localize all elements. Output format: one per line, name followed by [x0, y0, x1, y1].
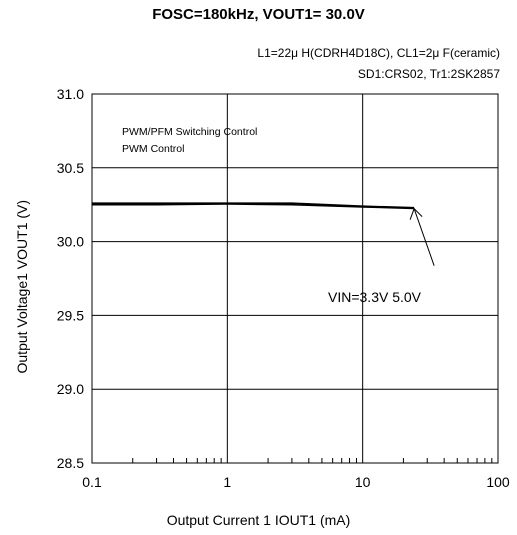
y-tick-label: 29.5: [57, 307, 84, 323]
x-tick-label: 100: [486, 474, 510, 490]
legend-text: PWM/PFM Switching Control: [122, 126, 257, 138]
legend-text: PWM Control: [122, 143, 184, 155]
chart-title: FOSC=180kHz, VOUT1= 30.0V: [152, 6, 365, 23]
y-tick-label: 28.5: [57, 455, 84, 471]
x-tick-label: 10: [355, 474, 371, 490]
y-tick-label: 30.5: [57, 160, 84, 176]
annotation-label: VIN=3.3V 5.0V: [328, 289, 422, 305]
y-axis-label: Output Voltage1 VOUT1 (V): [14, 199, 30, 374]
x-axis-label: Output Current 1 IOUT1 (mA): [166, 512, 351, 528]
x-tick-label: 1: [223, 474, 231, 490]
test-condition-2: SD1:CRS02, Tr1:2SK2857: [357, 67, 500, 81]
y-tick-label: 30.0: [57, 234, 84, 250]
annotation-arrowhead: [409, 207, 423, 220]
y-tick-label: 29.0: [57, 381, 84, 397]
test-condition-1: L1=22μ H(CDRH4D18C), CL1=2μ F(ceramic): [257, 46, 500, 60]
x-tick-label: 0.1: [82, 474, 102, 490]
annotation-arrow: [413, 208, 435, 266]
series-line: [92, 203, 415, 210]
y-tick-label: 31.0: [57, 86, 84, 102]
